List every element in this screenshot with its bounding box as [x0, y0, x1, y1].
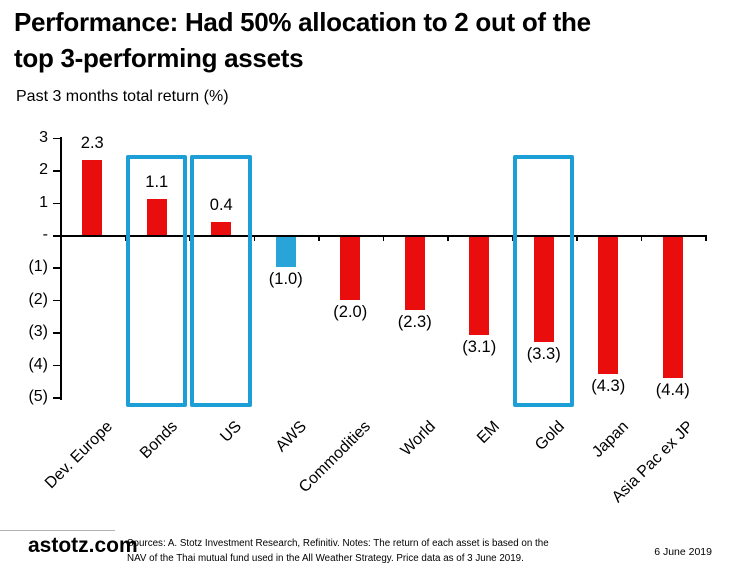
value-label-world: (2.3)	[397, 312, 432, 331]
y-axis-tick	[53, 397, 60, 399]
y-axis-tick	[53, 364, 60, 367]
title-line-1: Performance: Had 50% allocation to 2 out…	[14, 7, 591, 37]
y-tick-label: 3	[39, 128, 48, 146]
y-axis-tick	[53, 137, 60, 140]
y-tick-label: (4)	[28, 355, 48, 373]
bar-japan	[598, 235, 619, 375]
bar-asia-pac-ex-jp	[662, 235, 683, 378]
x-axis-tick	[60, 235, 62, 241]
y-tick-label: (2)	[28, 290, 48, 308]
x-axis-tick	[382, 235, 384, 241]
footer-divider	[0, 530, 115, 531]
highlight-box-gold	[512, 155, 574, 407]
x-axis-tick	[189, 235, 191, 241]
x-axis-tick	[576, 235, 578, 241]
x-axis-tick	[447, 235, 449, 241]
y-axis-tick	[53, 267, 60, 269]
y-axis-tick	[53, 299, 60, 302]
y-axis-tick	[53, 170, 60, 172]
y-tick-label: (1)	[28, 258, 48, 276]
y-axis-tick	[53, 332, 60, 334]
bar-gold	[533, 235, 554, 342]
x-axis-tick	[705, 235, 707, 241]
chart-subtitle: Past 3 months total return (%)	[16, 88, 229, 105]
bar-us	[211, 222, 232, 235]
value-label-dev-europe: 2.3	[80, 134, 104, 153]
highlight-box-bonds	[125, 155, 187, 407]
value-label-japan: (4.3)	[591, 377, 626, 396]
x-axis-tick	[511, 235, 513, 241]
bar-world	[404, 235, 425, 310]
page-title: Performance: Had 50% allocation to 2 out…	[14, 4, 591, 76]
y-axis-tick	[53, 235, 60, 237]
title-line-2: top 3-performing assets	[14, 43, 304, 73]
x-axis-tick	[253, 235, 255, 241]
y-axis-line	[60, 137, 62, 400]
x-axis-tick	[318, 235, 320, 241]
bar-em	[469, 235, 490, 336]
highlight-box-us	[190, 155, 252, 407]
value-label-us: 0.4	[209, 196, 233, 215]
y-tick-label: (3)	[28, 323, 48, 341]
bar-commodities	[340, 235, 361, 300]
value-label-bonds: 1.1	[145, 173, 169, 192]
y-tick-label: 1	[39, 193, 48, 211]
y-tick-label: 2	[39, 161, 48, 179]
bar-bonds	[146, 199, 167, 235]
y-tick-label: -	[42, 226, 48, 243]
brand-logo-text: astotz.com	[28, 534, 138, 557]
bar-aws	[275, 235, 296, 268]
x-axis-line	[60, 235, 706, 237]
value-label-commodities: (2.0)	[333, 302, 368, 321]
bar-dev-europe	[82, 160, 103, 235]
value-label-aws: (1.0)	[268, 270, 303, 289]
x-axis-tick	[124, 235, 126, 241]
value-label-asia-pac-ex-jp: (4.4)	[655, 380, 690, 399]
y-tick-label: (5)	[28, 388, 48, 405]
sources-note: Sources: A. Stotz Investment Research, R…	[127, 538, 549, 564]
value-label-em: (3.1)	[462, 338, 497, 357]
report-date: 6 June 2019	[654, 546, 712, 558]
x-axis-tick	[640, 235, 642, 241]
value-label-gold: (3.3)	[526, 344, 561, 363]
y-axis-tick	[53, 202, 60, 205]
